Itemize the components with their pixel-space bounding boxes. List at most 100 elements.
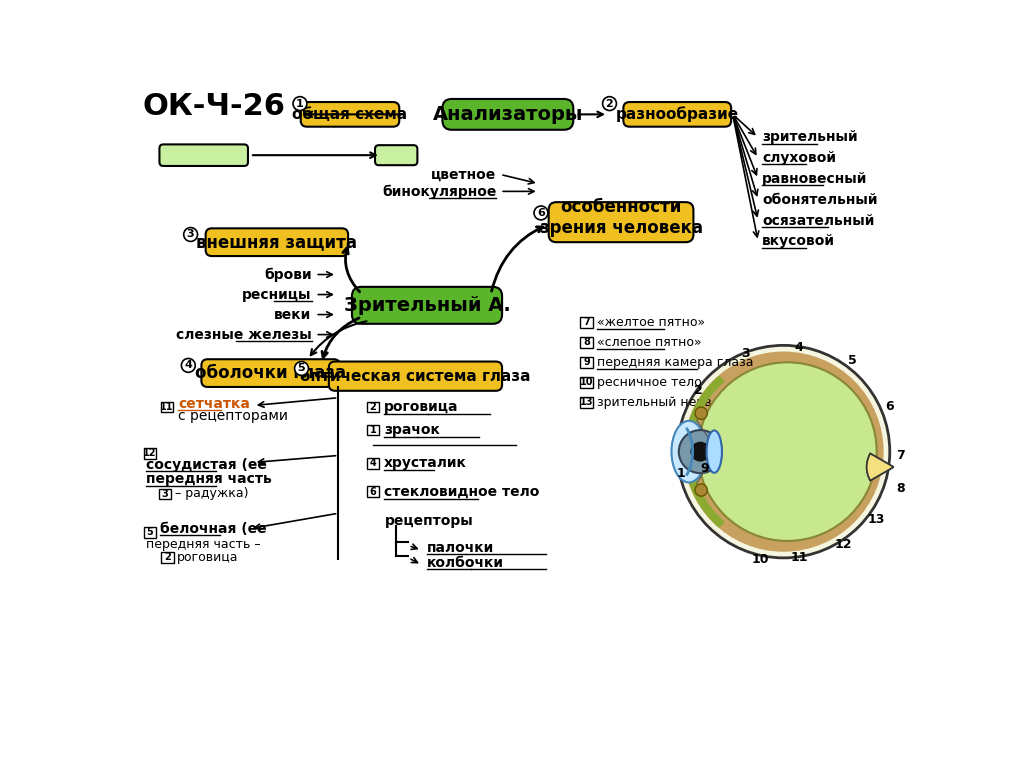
FancyBboxPatch shape — [143, 527, 156, 538]
Text: зрительный: зрительный — [762, 130, 857, 144]
Circle shape — [691, 443, 710, 461]
FancyBboxPatch shape — [442, 99, 573, 130]
Text: палочки: палочки — [427, 541, 495, 555]
Circle shape — [683, 351, 884, 551]
FancyBboxPatch shape — [581, 317, 593, 328]
FancyBboxPatch shape — [143, 448, 156, 459]
Text: белочная (ее: белочная (ее — [160, 522, 266, 535]
Text: 13: 13 — [867, 513, 885, 526]
FancyBboxPatch shape — [581, 357, 593, 367]
Text: Анализаторы: Анализаторы — [432, 105, 583, 123]
Text: 5: 5 — [298, 364, 305, 374]
FancyBboxPatch shape — [581, 337, 593, 347]
Text: 3: 3 — [186, 229, 195, 239]
Text: брови: брови — [264, 268, 311, 281]
Text: 7: 7 — [583, 318, 590, 328]
Text: рецепторы: рецепторы — [385, 514, 473, 528]
Text: веки: веки — [274, 308, 311, 321]
Text: «слепое пятно»: «слепое пятно» — [597, 336, 701, 349]
Text: 1: 1 — [677, 466, 685, 479]
Text: 8: 8 — [583, 337, 590, 347]
Text: 4: 4 — [370, 458, 377, 468]
Circle shape — [293, 97, 307, 110]
Text: Зрительный А.: Зрительный А. — [344, 296, 510, 314]
Text: 11: 11 — [791, 551, 808, 565]
Circle shape — [695, 407, 708, 420]
Text: 2: 2 — [164, 552, 171, 562]
Text: роговица: роговица — [177, 551, 239, 564]
Text: зрительный нерв: зрительный нерв — [597, 396, 712, 409]
Ellipse shape — [672, 421, 707, 482]
FancyBboxPatch shape — [202, 359, 340, 387]
FancyBboxPatch shape — [367, 458, 379, 469]
FancyBboxPatch shape — [161, 402, 173, 413]
Text: 13: 13 — [580, 397, 593, 407]
FancyBboxPatch shape — [624, 102, 731, 127]
Text: внешняя защита: внешняя защита — [197, 233, 357, 251]
Text: стекловидное тело: стекловидное тело — [384, 485, 540, 499]
Text: слезные железы: слезные железы — [176, 328, 311, 341]
Text: передняя часть: передняя часть — [146, 472, 271, 486]
Text: 3: 3 — [740, 347, 750, 360]
Text: осязательный: осязательный — [762, 214, 874, 228]
Text: 5: 5 — [849, 354, 857, 367]
FancyBboxPatch shape — [367, 486, 379, 497]
FancyBboxPatch shape — [581, 377, 593, 388]
Circle shape — [183, 228, 198, 242]
FancyBboxPatch shape — [162, 551, 174, 562]
Text: колбочки: колбочки — [427, 555, 504, 570]
Text: роговица: роговица — [384, 400, 459, 414]
Wedge shape — [866, 453, 894, 480]
Text: 2: 2 — [370, 402, 377, 412]
Text: сетчатка: сетчатка — [178, 397, 250, 411]
Text: бинокулярное: бинокулярное — [382, 184, 497, 199]
Text: оболочки глаза: оболочки глаза — [196, 364, 346, 382]
FancyBboxPatch shape — [549, 202, 693, 242]
Text: 2: 2 — [694, 384, 703, 397]
Circle shape — [679, 430, 722, 473]
Text: 5: 5 — [146, 528, 154, 538]
Text: 3: 3 — [162, 489, 169, 499]
Text: передняя часть –: передняя часть – — [146, 538, 260, 551]
Text: обонятельный: обонятельный — [762, 193, 878, 207]
Text: равновесный: равновесный — [762, 172, 867, 186]
FancyBboxPatch shape — [352, 287, 502, 324]
Text: 12: 12 — [143, 448, 157, 458]
Text: слуховой: слуховой — [762, 151, 836, 165]
Text: 6: 6 — [537, 208, 545, 218]
Circle shape — [181, 358, 196, 372]
Text: хрусталик: хрусталик — [384, 456, 467, 470]
FancyBboxPatch shape — [301, 102, 399, 127]
Text: 9: 9 — [699, 462, 709, 475]
Text: вкусовой: вкусовой — [762, 235, 835, 249]
Text: ресничное тело: ресничное тело — [597, 376, 701, 389]
FancyBboxPatch shape — [367, 425, 379, 436]
Text: 7: 7 — [896, 449, 905, 462]
Text: с рецепторами: с рецепторами — [178, 410, 289, 423]
Circle shape — [677, 345, 890, 558]
FancyBboxPatch shape — [160, 144, 248, 166]
FancyBboxPatch shape — [329, 361, 502, 391]
FancyBboxPatch shape — [375, 145, 418, 165]
Text: 6: 6 — [370, 487, 377, 497]
Text: особенности
зрения человека: особенности зрения человека — [540, 198, 702, 237]
Circle shape — [686, 446, 698, 458]
Text: ОК-Ч-26: ОК-Ч-26 — [142, 92, 285, 121]
Circle shape — [695, 484, 708, 496]
Circle shape — [535, 206, 548, 220]
Text: 6: 6 — [886, 400, 894, 413]
FancyBboxPatch shape — [159, 489, 171, 499]
Text: 8: 8 — [896, 482, 905, 495]
FancyBboxPatch shape — [206, 229, 348, 256]
Text: 4: 4 — [184, 360, 193, 370]
Text: цветное: цветное — [431, 167, 497, 182]
FancyBboxPatch shape — [581, 397, 593, 408]
Text: 12: 12 — [835, 538, 852, 551]
Text: оптическая система глаза: оптическая система глаза — [300, 369, 530, 384]
Text: «желтое пятно»: «желтое пятно» — [597, 316, 706, 329]
Text: передняя камера глаза: передняя камера глаза — [597, 356, 754, 369]
Text: 9: 9 — [583, 357, 590, 367]
Text: общая схема: общая схема — [293, 107, 408, 122]
Text: – радужка): – радужка) — [175, 488, 249, 501]
Text: разнообразие: разнообразие — [615, 107, 739, 122]
